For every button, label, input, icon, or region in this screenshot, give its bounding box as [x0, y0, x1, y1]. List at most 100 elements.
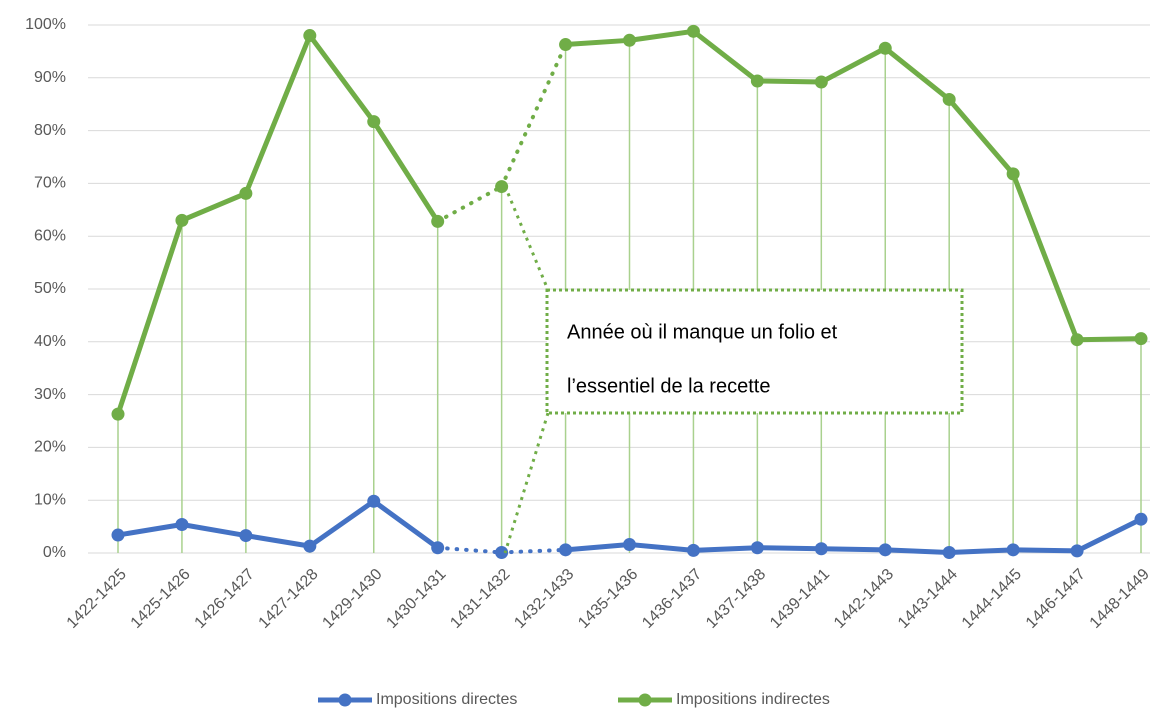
annotation-text: Année où il manque un folio et: [567, 321, 838, 343]
x-tick-label: 1437-1438: [703, 566, 769, 632]
annotation: Année où il manque un folio et l’essenti…: [503, 185, 964, 554]
marker: [431, 541, 445, 555]
marker: [942, 92, 956, 106]
marker: [878, 41, 892, 55]
line-segment: [307, 498, 377, 549]
line-segment: [627, 28, 696, 43]
line-segment: [1074, 516, 1144, 554]
x-tick-label: 1425-1426: [128, 566, 194, 632]
x-tick-label: 1427-1428: [255, 566, 321, 632]
lines: [111, 24, 1148, 559]
marker: [559, 38, 573, 52]
x-tick-label: 1435-1436: [575, 566, 641, 632]
x-tick-label: 1443-1444: [895, 566, 961, 632]
line-segment: [1074, 336, 1144, 343]
annotation-text: l’essentiel de la recette: [567, 375, 770, 397]
marker: [239, 186, 253, 200]
line-segment: [371, 119, 441, 224]
x-tick-label: 1436-1437: [639, 566, 705, 632]
marker: [942, 545, 956, 559]
line-segment: [818, 546, 888, 553]
marker: [431, 214, 445, 228]
line-segment: [882, 45, 952, 102]
x-tick-label: 1432-1433: [511, 566, 577, 632]
y-tick-label: 30%: [34, 386, 66, 403]
y-tick-label: 0%: [43, 544, 66, 561]
line-segment: [243, 533, 313, 549]
line-segment: [946, 547, 1016, 555]
line-segment: [563, 542, 632, 553]
line-segment: [115, 217, 185, 417]
legend: Impositions directes Impositions indirect…: [318, 691, 830, 708]
line-segment: [563, 37, 632, 48]
y-tick-label: 20%: [34, 439, 66, 456]
legend-marker: [338, 693, 352, 707]
x-tick-label: 1448-1449: [1087, 566, 1153, 632]
line-segment: [499, 547, 568, 555]
marker: [750, 541, 764, 555]
line-segment: [115, 521, 185, 538]
line-segment: [1010, 547, 1080, 554]
line-segment: [627, 542, 696, 553]
y-tick-label: 10%: [34, 491, 66, 508]
marker: [303, 539, 317, 553]
x-tick-label: 1422-1425: [64, 566, 130, 632]
x-tick-label: 1444-1445: [959, 566, 1025, 632]
y-tick-label: 70%: [34, 175, 66, 192]
marker: [367, 115, 381, 129]
line-segment: [946, 96, 1016, 177]
marker: [111, 407, 125, 421]
line-segment: [371, 498, 441, 551]
annotation-leader: [503, 412, 550, 554]
marker: [1134, 332, 1148, 346]
y-tick-label: 80%: [34, 122, 66, 139]
legend-label: Impositions indirectes: [676, 691, 830, 708]
line-segment: [754, 545, 824, 552]
marker: [559, 543, 573, 557]
line-segment: [882, 547, 952, 555]
legend-marker: [638, 693, 652, 707]
line-segment: [179, 190, 249, 223]
annotation-box: [545, 288, 964, 415]
marker: [1070, 333, 1084, 347]
y-tick-label: 60%: [34, 227, 66, 244]
x-tick-label: 1442-1443: [831, 566, 897, 632]
marker: [303, 29, 317, 43]
marker: [814, 75, 828, 89]
marker: [1134, 512, 1148, 526]
x-tick-label: 1429-1430: [319, 566, 385, 632]
marker: [495, 545, 509, 559]
line-segment: [754, 78, 824, 85]
y-tick-label: 40%: [34, 333, 66, 350]
marker: [367, 494, 381, 508]
marker: [1006, 543, 1020, 557]
marker: [623, 33, 636, 47]
marker: [686, 543, 700, 557]
marker: [686, 24, 700, 38]
marker: [175, 213, 189, 227]
x-tick-label: 1430-1431: [383, 566, 449, 632]
legend-label: Impositions directes: [376, 691, 517, 708]
y-tick-label: 90%: [34, 69, 66, 86]
marker: [1070, 544, 1084, 558]
line-segment: [1010, 171, 1080, 343]
x-tick-label: 1426-1427: [192, 566, 258, 632]
line-segment: [435, 545, 504, 555]
marker: [239, 529, 253, 543]
marker: [175, 517, 189, 531]
marker: [814, 542, 828, 556]
y-tick-label: 50%: [34, 280, 66, 297]
marker: [1006, 167, 1020, 181]
y-tick-label: 100%: [25, 16, 66, 33]
line-segment: [307, 33, 377, 125]
line-segment: [435, 184, 504, 224]
marker: [111, 528, 125, 542]
marker: [878, 543, 892, 557]
x-tick-label: 1431-1432: [447, 566, 513, 632]
marker: [623, 538, 636, 552]
line-segment: [243, 33, 313, 196]
line-segment: [690, 28, 760, 84]
line-segment: [818, 45, 888, 85]
marker: [750, 74, 764, 88]
